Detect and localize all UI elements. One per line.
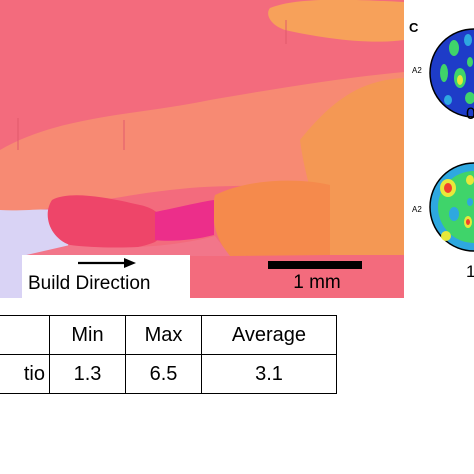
table-header-cell [0,315,50,355]
build-direction-label: Build Direction [28,273,151,294]
grain-orientation-map [0,0,404,298]
pole-figure-axis-label-2: A2 [412,205,422,214]
table-header-cell: Average [201,315,337,355]
pole-figure-1 [429,28,474,118]
pole-figure-1-tick: 0 [466,104,474,123]
statistics-table: Min Max Average tio 1.3 6.5 3.1 [0,315,337,394]
table-header-row: Min Max Average [0,315,337,355]
scale-bar-label: 1 mm [293,272,341,293]
pole-figure-axis-label-1: A2 [412,66,422,75]
pole-figure-2 [429,162,474,252]
table-row: tio 1.3 6.5 3.1 [0,354,337,394]
panel-c-label: C [409,20,419,35]
table-cell-average: 3.1 [201,354,337,394]
pole-figure-2-tick: 1 [466,262,474,281]
table-cell-max: 6.5 [125,354,202,394]
table-row-label: tio [0,354,50,394]
arrow-right-icon [78,258,136,268]
table-header-cell: Min [49,315,126,355]
table-header-cell: Max [125,315,202,355]
table-cell-min: 1.3 [49,354,126,394]
scale-bar [268,261,362,269]
